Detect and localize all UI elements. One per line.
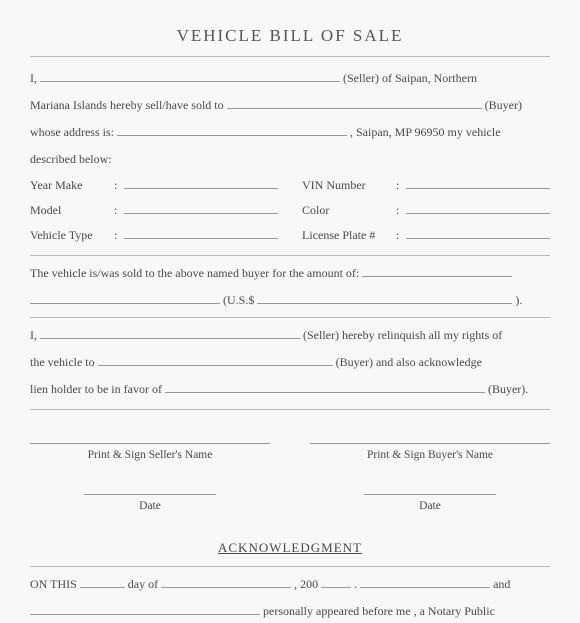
seller-sign-caption: Print & Sign Seller's Name <box>30 445 270 467</box>
text-buyer: (Buyer) <box>485 98 522 112</box>
text-appeared: personally appeared before me , a Notary… <box>263 604 495 618</box>
divider <box>30 317 550 318</box>
buyer-name-blank-2[interactable] <box>98 352 333 366</box>
ack-line1: ON THIS day of , 200 . and <box>30 573 550 596</box>
divider <box>30 409 550 410</box>
amount-numeric-blank[interactable] <box>257 290 512 304</box>
vehicle-fields-right: VIN Number : Color : License Plate # : <box>302 174 550 248</box>
relinquish-line2: the vehicle to (Buyer) and also acknowle… <box>30 351 550 374</box>
text-close-paren: ). <box>515 293 522 307</box>
divider <box>30 566 550 567</box>
text-and: and <box>493 577 510 591</box>
buyer-sign-caption: Print & Sign Buyer's Name <box>310 445 550 467</box>
label-vehicle-type: Vehicle Type <box>30 224 114 247</box>
colon: : <box>114 174 124 197</box>
label-color: Color <box>302 199 396 222</box>
field-vin: VIN Number : <box>302 174 550 197</box>
blank-year-make[interactable] <box>124 175 278 189</box>
blank-color[interactable] <box>406 200 550 214</box>
amount-line2: (U.S.$ ). <box>30 289 550 312</box>
label-vin: VIN Number <box>302 174 396 197</box>
buyer-date-line[interactable] <box>364 481 496 495</box>
date-row: Date Date <box>30 481 550 518</box>
colon: : <box>396 199 406 222</box>
intro-line4: described below: <box>30 148 550 171</box>
text-mariana: Mariana Islands hereby sell/have sold to <box>30 98 224 112</box>
ack-line2: personally appeared before me , a Notary… <box>30 600 550 623</box>
seller-name-blank-2[interactable] <box>40 325 300 339</box>
ack-name2-blank[interactable] <box>30 601 260 615</box>
blank-model[interactable] <box>124 200 278 214</box>
ack-name1-blank[interactable] <box>360 574 490 588</box>
text-addr-tail: , Saipan, MP 96950 my vehicle <box>350 125 501 139</box>
text-200: , 200 <box>294 577 318 591</box>
intro-line2: Mariana Islands hereby sell/have sold to… <box>30 94 550 117</box>
text-on-this: ON THIS <box>30 577 77 591</box>
blank-vin[interactable] <box>406 175 550 189</box>
signature-row: Print & Sign Seller's Name Print & Sign … <box>30 430 550 467</box>
text-i: I, <box>30 71 37 85</box>
field-plate: License Plate # : <box>302 224 550 247</box>
text-veh-to: the vehicle to <box>30 355 95 369</box>
blank-plate[interactable] <box>406 225 550 239</box>
text-sold-for: The vehicle is/was sold to the above nam… <box>30 266 359 280</box>
seller-signature: Print & Sign Seller's Name <box>30 430 270 467</box>
colon: : <box>114 224 124 247</box>
text-buyer-ack: (Buyer) and also acknowledge <box>336 355 482 369</box>
ack-month-blank[interactable] <box>161 574 291 588</box>
ack-day-blank[interactable] <box>80 574 125 588</box>
relinquish-line3: lien holder to be in favor of (Buyer). <box>30 378 550 401</box>
text-described: described below: <box>30 152 112 166</box>
field-year-make: Year Make : <box>30 174 278 197</box>
acknowledgment-heading: ACKNOWLEDGMENT <box>30 536 550 561</box>
text-us: (U.S.$ <box>223 293 254 307</box>
buyer-name-blank[interactable] <box>227 95 482 109</box>
ack-year-blank[interactable] <box>321 574 351 588</box>
divider <box>30 255 550 256</box>
buyer-date: Date <box>310 481 550 518</box>
intro-line3: whose address is: , Saipan, MP 96950 my … <box>30 121 550 144</box>
label-year-make: Year Make <box>30 174 114 197</box>
amount-line1: The vehicle is/was sold to the above nam… <box>30 262 550 285</box>
amount-words-blank[interactable] <box>362 263 512 277</box>
text-relinquish: (Seller) hereby relinquish all my rights… <box>303 328 502 342</box>
intro-paragraph: I, (Seller) of Saipan, Northern <box>30 67 550 90</box>
label-plate: License Plate # <box>302 224 396 247</box>
text-i2: I, <box>30 328 37 342</box>
title-rule <box>30 56 550 57</box>
colon: : <box>396 174 406 197</box>
seller-date-line[interactable] <box>84 481 216 495</box>
text-period: . <box>354 577 357 591</box>
field-model: Model : <box>30 199 278 222</box>
text-lien: lien holder to be in favor of <box>30 382 162 396</box>
buyer-sign-line[interactable] <box>310 430 550 444</box>
buyer-signature: Print & Sign Buyer's Name <box>310 430 550 467</box>
relinquish-line1: I, (Seller) hereby relinquish all my rig… <box>30 324 550 347</box>
address-blank[interactable] <box>117 122 347 136</box>
colon: : <box>114 199 124 222</box>
label-model: Model <box>30 199 114 222</box>
amount-words-blank-2[interactable] <box>30 290 220 304</box>
text-buyer2: (Buyer). <box>488 382 528 396</box>
vehicle-fields-left: Year Make : Model : Vehicle Type : <box>30 174 278 248</box>
blank-vehicle-type[interactable] <box>124 225 278 239</box>
seller-sign-line[interactable] <box>30 430 270 444</box>
seller-date: Date <box>30 481 270 518</box>
text-day-of: day of <box>128 577 158 591</box>
lien-holder-blank[interactable] <box>165 379 485 393</box>
seller-date-caption: Date <box>84 496 216 518</box>
page-title: VEHICLE BILL OF SALE <box>30 20 550 52</box>
field-vehicle-type: Vehicle Type : <box>30 224 278 247</box>
colon: : <box>396 224 406 247</box>
buyer-date-caption: Date <box>364 496 496 518</box>
text-seller-of: (Seller) of Saipan, Northern <box>343 71 477 85</box>
field-color: Color : <box>302 199 550 222</box>
text-addr: whose address is: <box>30 125 114 139</box>
vehicle-fields: Year Make : Model : Vehicle Type : VIN N… <box>30 174 550 248</box>
seller-name-blank[interactable] <box>40 68 340 82</box>
